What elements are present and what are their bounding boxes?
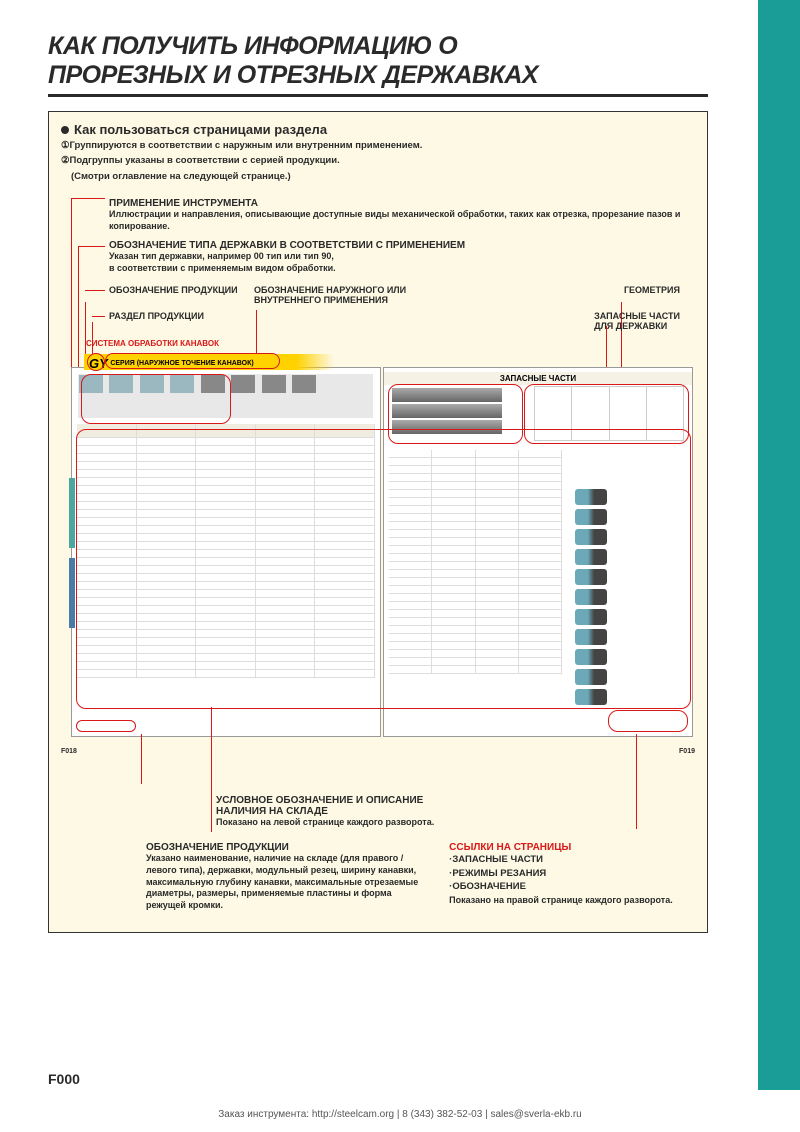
b1-title-1: УСЛОВНОЕ ОБОЗНАЧЕНИЕ И ОПИСАНИЕ (216, 795, 695, 806)
tab-blue (69, 558, 75, 628)
bottom-callouts: УСЛОВНОЕ ОБОЗНАЧЕНИЕ И ОПИСАНИЕ НАЛИЧИЯ … (61, 795, 695, 912)
callout-1: ПРИМЕНЕНИЕ ИНСТРУМЕНТА Иллюстрации и нап… (61, 198, 695, 232)
red-h-3 (85, 290, 105, 291)
title-line-2: ПРОРЕЗНЫХ И ОТРЕЗНЫХ ДЕРЖАВКАХ (48, 61, 538, 89)
b1-desc: Показано на левой странице каждого разво… (216, 817, 695, 829)
system-label: СИСТЕМА ОБРАБОТКИ КАНАВОК (86, 339, 219, 348)
main-title: КАК ПОЛУЧИТЬ ИНФОРМАЦИЮ О ПРОРЕЗНЫХ И ОТ… (48, 32, 745, 90)
content-area: КАК ПОЛУЧИТЬ ИНФОРМАЦИЮ О ПРОРЕЗНЫХ И ОТ… (0, 0, 800, 933)
title-line-1: КАК ПОЛУЧИТЬ ИНФОРМАЦИЮ О (48, 32, 457, 60)
red-highlight-stock-legend (76, 720, 136, 732)
bottom-col-right: ССЫЛКИ НА СТРАНИЦЫ ·ЗАПАСНЫЕ ЧАСТИ ·РЕЖИ… (449, 842, 695, 911)
red-leader-down-1 (141, 734, 142, 784)
callout-2-desc1: Указан тип державки, например 00 тип или… (109, 251, 695, 263)
diagram-area: СИСТЕМА ОБРАБОТКИ КАНАВОК GY СЕРИЯ (НАРУ… (61, 339, 695, 779)
callout-1-title: ПРИМЕНЕНИЕ ИНСТРУМЕНТА (109, 198, 695, 209)
page-number: F000 (48, 1071, 80, 1087)
callout-5-l1: ОБОЗНАЧЕНИЕ НАРУЖНОГО ИЛИ (254, 285, 406, 295)
illust-7 (262, 375, 286, 393)
bottom-callout-1: УСЛОВНОЕ ОБОЗНАЧЕНИЕ И ОПИСАНИЕ НАЛИЧИЯ … (61, 795, 695, 829)
sub-line-1: ①Группируются в соответствии с наружным … (61, 140, 695, 153)
sub-line-3: (Смотри оглавление на следующей странице… (61, 171, 695, 184)
b2-desc: Указано наименование, наличие на складе … (146, 853, 419, 911)
callout-block: ПРИМЕНЕНИЕ ИНСТРУМЕНТА Иллюстрации и нап… (61, 198, 695, 912)
red-highlight-series (105, 353, 280, 369)
bullet-icon (61, 126, 69, 134)
red-circle-gy (87, 353, 105, 371)
section-header: Как пользоваться страницами раздела (74, 122, 327, 137)
b3-desc: Показано на правой странице каждого разв… (449, 895, 695, 907)
callout-6: ГЕОМЕТРИЯ (624, 285, 680, 305)
page-container: КАК ПОЛУЧИТЬ ИНФОРМАЦИЮ О ПРОРЕЗНЫХ И ОТ… (0, 0, 800, 1132)
spare-parts-header: ЗАПАСНЫЕ ЧАСТИ (384, 372, 692, 385)
tab-green (69, 478, 75, 548)
callout-7-l1: ЗАПАСНЫЕ ЧАСТИ (594, 311, 680, 321)
info-box: Как пользоваться страницами раздела ①Гру… (48, 111, 708, 933)
bottom-col-left: ОБОЗНАЧЕНИЕ ПРОДУКЦИИ Указано наименован… (61, 842, 419, 911)
callout-1-desc: Иллюстрации и направления, описывающие д… (109, 209, 695, 232)
section-header-row: Как пользоваться страницами раздела (61, 122, 695, 137)
callout-2-title: ОБОЗНАЧЕНИЕ ТИПА ДЕРЖАВКИ В СООТВЕТСТВИИ… (109, 240, 695, 251)
b3-l2: ·РЕЖИМЫ РЕЗАНИЯ (449, 867, 695, 880)
callout-4: РАЗДЕЛ ПРОДУКЦИИ (109, 311, 204, 331)
callout-2-desc2: в соответствии с применяемым видом обраб… (109, 263, 695, 275)
callout-2: ОБОЗНАЧЕНИЕ ТИПА ДЕРЖАВКИ В СООТВЕТСТВИИ… (61, 240, 695, 274)
label-row-1: ОБОЗНАЧЕНИЕ ПРОДУКЦИИ ОБОЗНАЧЕНИЕ НАРУЖН… (61, 285, 695, 305)
red-highlight-product-table (76, 429, 691, 709)
b1-title-2: НАЛИЧИЯ НА СКЛАДЕ (216, 806, 695, 817)
illust-8 (292, 375, 316, 393)
callout-3: ОБОЗНАЧЕНИЕ ПРОДУКЦИИ (109, 285, 244, 305)
page-ref-left: F018 (61, 748, 77, 755)
b3-l3: ·ОБОЗНАЧЕНИЕ (449, 880, 695, 893)
red-highlight-page-refs (608, 710, 688, 732)
sub-line-2: ②Подгруппы указаны в соответствии с сери… (61, 155, 695, 168)
label-row-2: РАЗДЕЛ ПРОДУКЦИИ ЗАПАСНЫЕ ЧАСТИ ДЛЯ ДЕРЖ… (61, 311, 695, 331)
b2-title: ОБОЗНАЧЕНИЕ ПРОДУКЦИИ (146, 842, 419, 853)
red-highlight-application (81, 374, 231, 424)
teal-side-border (758, 0, 800, 1090)
callout-5-l2: ВНУТРЕННЕГО ПРИМЕНЕНИЯ (254, 295, 406, 305)
bottom-two-col: ОБОЗНАЧЕНИЕ ПРОДУКЦИИ Указано наименован… (61, 842, 695, 911)
red-h-4 (92, 316, 105, 317)
b3-l1: ·ЗАПАСНЫЕ ЧАСТИ (449, 853, 695, 866)
illust-6 (231, 375, 255, 393)
b3-title: ССЫЛКИ НА СТРАНИЦЫ (449, 842, 695, 853)
footer-text: Заказ инструмента: http://steelcam.org |… (0, 1109, 800, 1120)
title-underline (48, 94, 708, 97)
page-ref-right: F019 (679, 748, 695, 755)
